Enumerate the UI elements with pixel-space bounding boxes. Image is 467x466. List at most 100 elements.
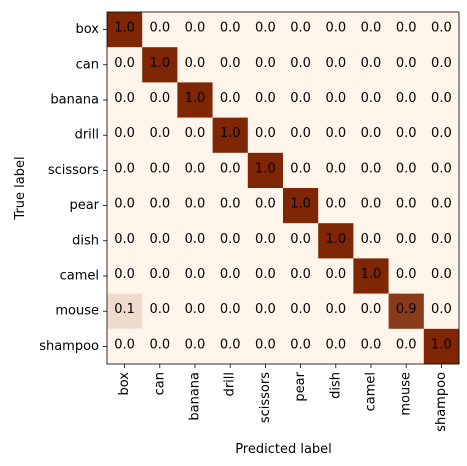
cell-value-label: 0.0 bbox=[361, 21, 382, 36]
heatmap-cell bbox=[423, 293, 460, 330]
heatmap-cell bbox=[212, 258, 249, 294]
cell-value-label: 0.0 bbox=[114, 337, 135, 352]
heatmap-cell bbox=[142, 152, 178, 189]
cell-value-label: 1.0 bbox=[361, 267, 382, 282]
heatmap-cell bbox=[177, 47, 213, 83]
cell-value-label: 0.0 bbox=[220, 197, 241, 212]
y-axis-label: True label bbox=[13, 156, 28, 220]
cell-value-label: 0.0 bbox=[149, 267, 170, 282]
heatmap-cell bbox=[318, 82, 354, 118]
cell-value-label: 0.0 bbox=[325, 56, 346, 71]
cell-value-label: 0.0 bbox=[325, 126, 346, 141]
cell-value-label: 0.0 bbox=[185, 267, 206, 282]
heatmap-cell bbox=[177, 293, 213, 330]
heatmap-cell bbox=[353, 12, 389, 48]
heatmap-cell bbox=[177, 188, 213, 224]
cell-value-label: 0.0 bbox=[325, 197, 346, 212]
heatmap-cell bbox=[247, 12, 284, 48]
heatmap-cell bbox=[353, 188, 389, 224]
cell-value-label: 0.0 bbox=[290, 337, 311, 352]
cell-value-label: 0.0 bbox=[149, 21, 170, 36]
cell-value-label: 0.0 bbox=[290, 267, 311, 282]
heatmap-cell bbox=[353, 47, 389, 83]
cell-value-label: 0.0 bbox=[255, 197, 276, 212]
heatmap-cell bbox=[212, 223, 249, 259]
heatmap-cell bbox=[318, 117, 354, 154]
y-tick-label: banana bbox=[50, 93, 99, 108]
cell-value-label: 0.0 bbox=[185, 197, 206, 212]
heatmap-cell bbox=[212, 117, 249, 154]
cell-value-label: 0.0 bbox=[255, 302, 276, 317]
heatmap-cell bbox=[283, 152, 319, 189]
cell-value-label: 0.0 bbox=[114, 126, 135, 141]
heatmap-cell bbox=[388, 82, 425, 118]
y-tick-label: drill bbox=[75, 128, 99, 143]
heatmap-cell bbox=[423, 47, 460, 83]
cell-value-label: 0.0 bbox=[431, 267, 452, 282]
heatmap-cell bbox=[283, 328, 319, 365]
heatmap-cell bbox=[353, 152, 389, 189]
cell-value-label: 0.0 bbox=[290, 21, 311, 36]
cell-value-label: 1.0 bbox=[220, 126, 241, 141]
cell-value-label: 0.0 bbox=[361, 337, 382, 352]
cell-value-label: 1.0 bbox=[431, 337, 452, 352]
y-tick-label: camel bbox=[60, 269, 99, 284]
cell-value-label: 0.0 bbox=[149, 197, 170, 212]
heatmap-cell bbox=[353, 82, 389, 118]
y-tick-label: scissors bbox=[48, 163, 99, 178]
cell-value-label: 0.0 bbox=[290, 126, 311, 141]
y-tick-label: can bbox=[76, 57, 99, 72]
cell-value-label: 0.0 bbox=[185, 56, 206, 71]
heatmap-cell bbox=[142, 82, 178, 118]
cell-value-label: 0.0 bbox=[255, 56, 276, 71]
heatmap-cell bbox=[107, 293, 143, 330]
x-tick-label: drill bbox=[223, 372, 238, 396]
heatmap-cell bbox=[318, 328, 354, 365]
cell-value-label: 0.0 bbox=[325, 267, 346, 282]
heatmap-cell bbox=[212, 47, 249, 83]
heatmap-cell bbox=[247, 117, 284, 154]
heatmap-cell bbox=[423, 117, 460, 154]
cell-value-label: 0.0 bbox=[396, 126, 417, 141]
cell-value-label: 0.0 bbox=[361, 302, 382, 317]
cell-value-label: 0.0 bbox=[431, 302, 452, 317]
heatmap-cell bbox=[247, 152, 284, 189]
cell-value-label: 0.0 bbox=[361, 91, 382, 106]
heatmap-cell bbox=[283, 188, 319, 224]
heatmap-cell bbox=[212, 82, 249, 118]
heatmap-cell bbox=[423, 328, 460, 365]
cell-value-label: 0.0 bbox=[396, 21, 417, 36]
cell-value-label: 0.0 bbox=[255, 21, 276, 36]
heatmap-cell bbox=[107, 117, 143, 154]
cell-value-label: 0.0 bbox=[290, 161, 311, 176]
cell-value-label: 0.0 bbox=[290, 56, 311, 71]
heatmap-cell bbox=[142, 223, 178, 259]
x-tick-label: mouse bbox=[399, 372, 414, 416]
cell-value-label: 0.0 bbox=[114, 232, 135, 247]
cell-value-label: 0.0 bbox=[114, 91, 135, 106]
cell-value-label: 0.0 bbox=[114, 197, 135, 212]
heatmap-cell bbox=[353, 328, 389, 365]
y-tick-label: box bbox=[76, 22, 100, 37]
cell-value-label: 0.0 bbox=[185, 161, 206, 176]
heatmap-cell bbox=[142, 258, 178, 294]
heatmap-cell bbox=[423, 223, 460, 259]
heatmap-cell bbox=[247, 82, 284, 118]
heatmap-cell bbox=[107, 258, 143, 294]
heatmap-cell bbox=[177, 117, 213, 154]
heatmap-cell bbox=[177, 82, 213, 118]
heatmap-cell bbox=[318, 293, 354, 330]
cell-value-label: 0.0 bbox=[396, 267, 417, 282]
heatmap-cell bbox=[318, 188, 354, 224]
cell-value-label: 0.0 bbox=[255, 232, 276, 247]
cell-value-label: 1.0 bbox=[325, 232, 346, 247]
cell-value-label: 0.0 bbox=[149, 302, 170, 317]
heatmap-cell bbox=[388, 152, 425, 189]
cell-value-label: 0.0 bbox=[290, 91, 311, 106]
cell-value-label: 0.0 bbox=[255, 337, 276, 352]
plot-frame bbox=[106, 11, 460, 365]
heatmap-cell bbox=[247, 188, 284, 224]
cell-value-label: 0.9 bbox=[396, 302, 417, 317]
heatmap-cell bbox=[318, 223, 354, 259]
